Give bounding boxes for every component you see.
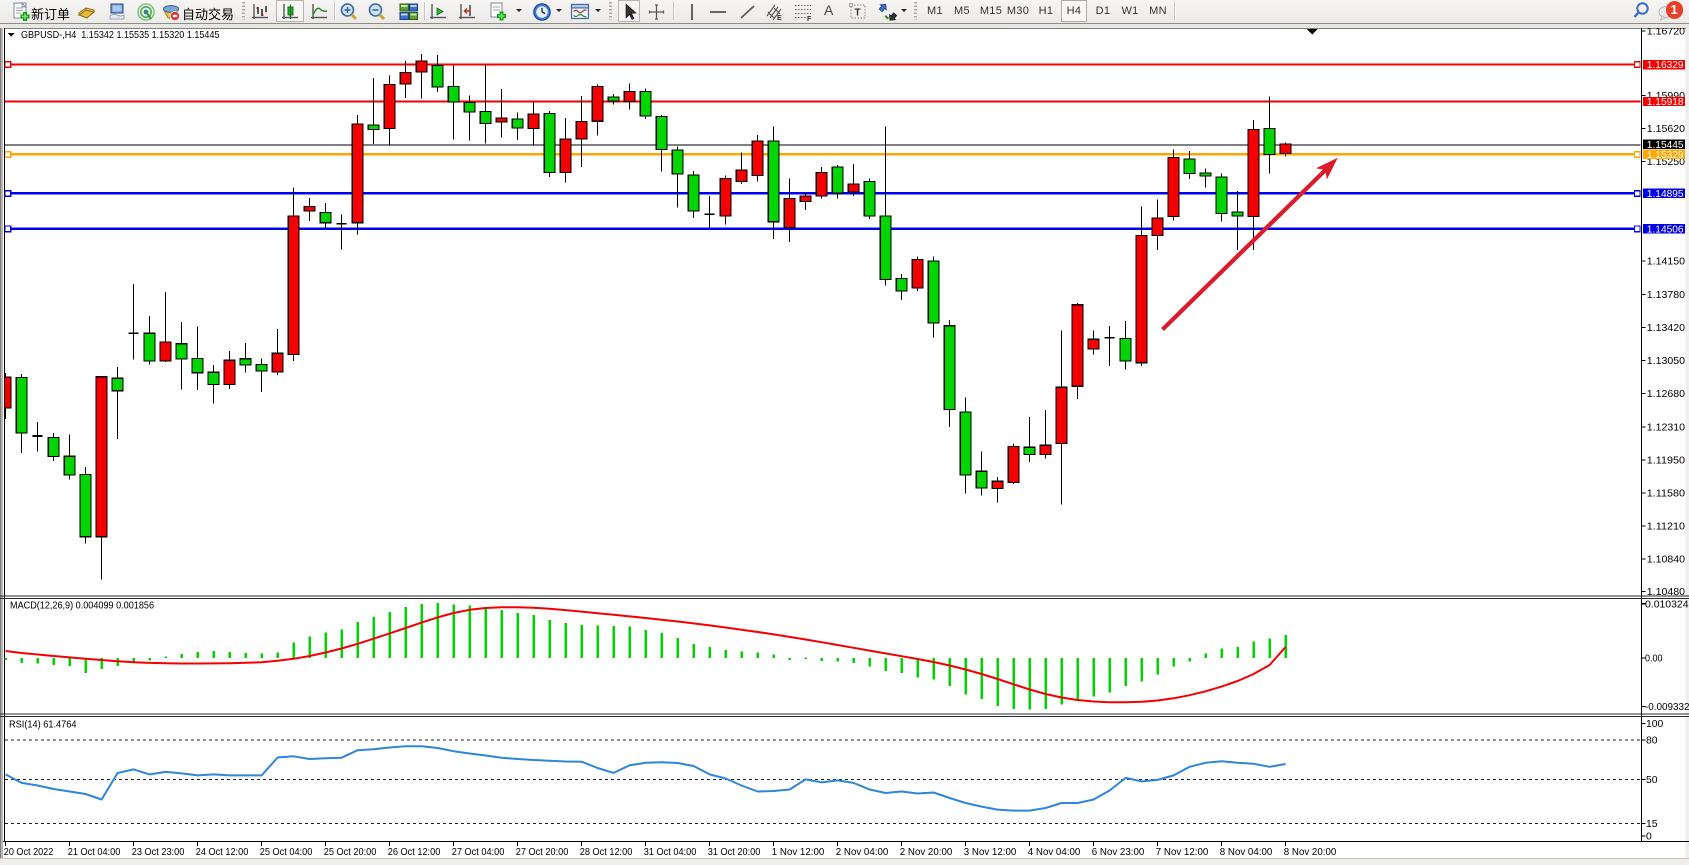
svg-text:-0.009332: -0.009332 [1645, 702, 1689, 713]
svg-text:T: T [855, 8, 861, 19]
svg-text:1.12310: 1.12310 [1647, 423, 1685, 434]
svg-text:27 Oct 20:00: 27 Oct 20:00 [516, 847, 569, 858]
svg-text:24 Oct 12:00: 24 Oct 12:00 [196, 847, 249, 858]
svg-text:1.14506: 1.14506 [1647, 224, 1684, 235]
svg-text:6 Nov 23:00: 6 Nov 23:00 [1092, 847, 1145, 858]
svg-text:F: F [807, 16, 812, 22]
svg-text:1.13420: 1.13420 [1647, 323, 1685, 334]
svg-text:8 Nov 04:00: 8 Nov 04:00 [1220, 847, 1273, 858]
svg-text:1.11950: 1.11950 [1647, 455, 1685, 466]
svg-text:31 Oct 20:00: 31 Oct 20:00 [708, 847, 761, 858]
svg-text:RSI(14) 61.4764: RSI(14) 61.4764 [9, 720, 77, 731]
svg-text:1.10840: 1.10840 [1647, 555, 1685, 566]
svg-text:1 Nov 12:00: 1 Nov 12:00 [772, 847, 825, 858]
svg-text:1.15918: 1.15918 [1647, 97, 1684, 108]
svg-text:100: 100 [1646, 719, 1664, 730]
svg-text:21 Oct 04:00: 21 Oct 04:00 [68, 847, 121, 858]
svg-text:2 Nov 04:00: 2 Nov 04:00 [836, 847, 889, 858]
svg-text:1.15445: 1.15445 [1647, 140, 1684, 151]
svg-text:28 Oct 12:00: 28 Oct 12:00 [580, 847, 633, 858]
svg-text:7 Nov 12:00: 7 Nov 12:00 [1156, 847, 1209, 858]
svg-text:0.010324: 0.010324 [1645, 599, 1689, 610]
svg-text:2 Nov 20:00: 2 Nov 20:00 [900, 847, 953, 858]
svg-text:1.10480: 1.10480 [1647, 587, 1685, 598]
svg-text:E: E [777, 15, 782, 22]
svg-text:26 Oct 12:00: 26 Oct 12:00 [388, 847, 441, 858]
svg-text:1.13780: 1.13780 [1647, 290, 1685, 301]
svg-text:20 Oct 2022: 20 Oct 2022 [4, 847, 54, 858]
svg-text:1.16329: 1.16329 [1647, 60, 1684, 71]
svg-text:1.16720: 1.16720 [1647, 26, 1685, 37]
svg-text:80: 80 [1646, 735, 1658, 746]
svg-text:MACD(12,26,9) 0.004099 0.00185: MACD(12,26,9) 0.004099 0.001856 [10, 601, 154, 612]
svg-text:4 Nov 04:00: 4 Nov 04:00 [1028, 847, 1081, 858]
svg-text:0: 0 [1646, 831, 1652, 842]
svg-text:1.14150: 1.14150 [1647, 257, 1685, 268]
svg-text:1.15990: 1.15990 [1647, 91, 1685, 102]
svg-text:1.15250: 1.15250 [1647, 157, 1685, 168]
svg-text:8 Nov 20:00: 8 Nov 20:00 [1284, 847, 1337, 858]
svg-text:27 Oct 04:00: 27 Oct 04:00 [452, 847, 505, 858]
svg-text:1.15620: 1.15620 [1647, 124, 1685, 135]
svg-text:1.14895: 1.14895 [1647, 189, 1684, 200]
svg-text:1.11580: 1.11580 [1647, 489, 1685, 500]
svg-text:25 Oct 04:00: 25 Oct 04:00 [260, 847, 313, 858]
svg-text:15: 15 [1646, 819, 1658, 830]
svg-text:GBPUSD-,H4 1.15342 1.15535 1.: GBPUSD-,H4 1.15342 1.15535 1.15320 1.154… [21, 29, 220, 41]
svg-text:25 Oct 20:00: 25 Oct 20:00 [324, 847, 377, 858]
svg-text:3 Nov 12:00: 3 Nov 12:00 [964, 847, 1017, 858]
svg-text:0.00: 0.00 [1645, 654, 1663, 665]
svg-text:1.13050: 1.13050 [1647, 356, 1685, 367]
svg-text:23 Oct 23:00: 23 Oct 23:00 [132, 847, 185, 858]
svg-text:1.12680: 1.12680 [1647, 389, 1685, 400]
svg-text:50: 50 [1646, 775, 1658, 786]
svg-text:1.15329: 1.15329 [1647, 150, 1684, 161]
svg-text:31 Oct 04:00: 31 Oct 04:00 [644, 847, 697, 858]
svg-text:1.11210: 1.11210 [1647, 522, 1685, 533]
